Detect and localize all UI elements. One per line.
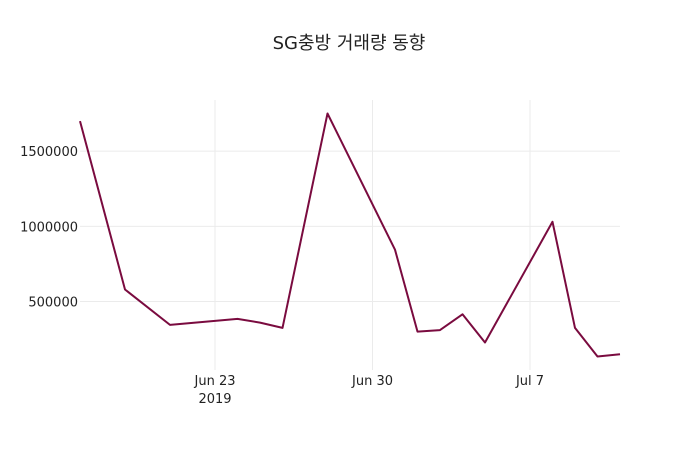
- chart-title: SG충방 거래량 동향: [273, 33, 426, 54]
- x-tick-label: Jul 7: [515, 374, 544, 389]
- x-tick-label: Jun 30: [351, 374, 393, 389]
- y-tick-label: 1000000: [20, 220, 78, 235]
- x-tick-label: Jun 23: [194, 374, 236, 389]
- grid: [80, 100, 620, 370]
- y-tick-label: 500000: [28, 296, 78, 311]
- y-tick-label: 1500000: [20, 145, 78, 160]
- tick-labels: 500000 1000000 1500000 Jun 23 2019 Jun 30 Jul …: [20, 145, 544, 407]
- series-layer: [79, 112, 621, 358]
- series-line: [79, 112, 621, 358]
- x-tick-sublabel: 2019: [198, 392, 231, 407]
